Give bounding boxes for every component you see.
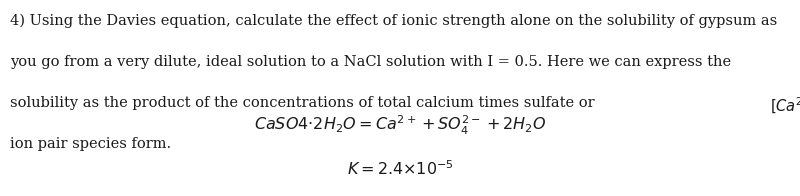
Text: 4) Using the Davies equation, calculate the effect of ionic strength alone on th: 4) Using the Davies equation, calculate … — [10, 14, 777, 28]
Text: you go from a very dilute, ideal solution to a NaCl solution with I = 0.5. Here : you go from a very dilute, ideal solutio… — [10, 55, 730, 69]
Text: $\mathit{K = 2.4{\times}10^{-5}}$: $\mathit{K = 2.4{\times}10^{-5}}$ — [346, 161, 454, 179]
Text: solubility as the product of the concentrations of total calcium times sulfate o: solubility as the product of the concent… — [10, 96, 599, 110]
Text: ion pair species form.: ion pair species form. — [10, 137, 170, 151]
Text: $\mathit{[Ca}$$^{2+}$$\mathit{][SO_4}$$^{2-}$$\mathit{]}$: $\mathit{[Ca}$$^{2+}$$\mathit{][SO_4}$$^… — [770, 96, 800, 117]
Text: $\mathit{CaSO4{\cdot}2H_2O = Ca^{2+}+SO_4^{2-}+2H_2O}$: $\mathit{CaSO4{\cdot}2H_2O = Ca^{2+}+SO_… — [254, 114, 546, 137]
